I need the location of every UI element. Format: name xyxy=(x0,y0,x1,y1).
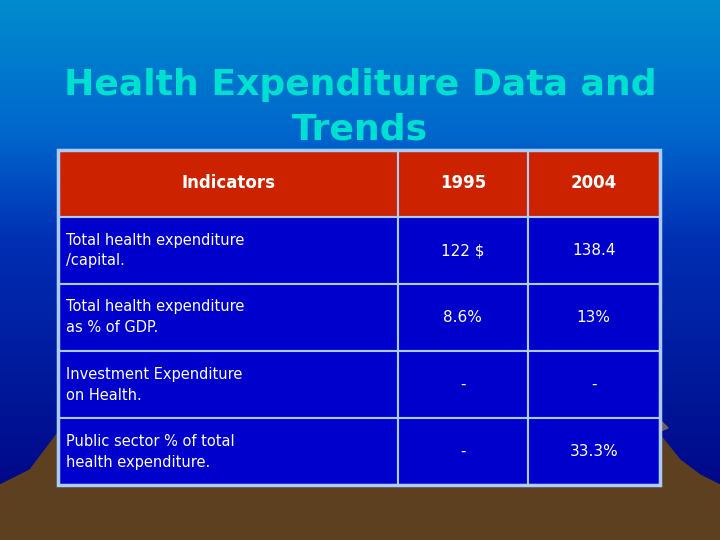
Bar xyxy=(58,351,398,418)
Text: Total health expenditure
as % of GDP.: Total health expenditure as % of GDP. xyxy=(66,300,244,335)
Bar xyxy=(528,150,660,217)
Text: Public sector % of total
health expenditure.: Public sector % of total health expendit… xyxy=(66,434,235,469)
Polygon shape xyxy=(120,378,140,392)
Bar xyxy=(398,351,528,418)
Text: -: - xyxy=(591,377,597,392)
Polygon shape xyxy=(520,362,542,378)
Bar xyxy=(0,485,720,540)
Bar xyxy=(398,217,528,284)
Polygon shape xyxy=(220,365,240,382)
Text: 13%: 13% xyxy=(577,310,611,325)
Text: 138.4: 138.4 xyxy=(572,243,616,258)
Text: 2004: 2004 xyxy=(571,174,617,192)
Bar xyxy=(58,150,660,485)
Text: Health Expenditure Data and: Health Expenditure Data and xyxy=(63,68,657,102)
Bar xyxy=(528,351,660,418)
Text: Indicators: Indicators xyxy=(181,174,275,192)
Polygon shape xyxy=(0,370,720,540)
Text: Trends: Trends xyxy=(292,113,428,147)
Text: 8.6%: 8.6% xyxy=(444,310,482,325)
Polygon shape xyxy=(650,420,668,432)
Bar xyxy=(528,418,660,485)
Bar xyxy=(58,217,398,284)
Bar xyxy=(58,150,398,217)
Text: -: - xyxy=(460,444,466,459)
Text: Total health expenditure
/capital.: Total health expenditure /capital. xyxy=(66,233,244,268)
Bar xyxy=(528,284,660,351)
Bar xyxy=(528,217,660,284)
Bar xyxy=(398,418,528,485)
Bar xyxy=(0,502,720,540)
Text: 33.3%: 33.3% xyxy=(570,444,618,459)
Text: 1995: 1995 xyxy=(440,174,486,192)
Text: Investment Expenditure
on Health.: Investment Expenditure on Health. xyxy=(66,367,243,402)
Bar xyxy=(398,284,528,351)
Text: 122 $: 122 $ xyxy=(441,243,485,258)
Bar xyxy=(58,284,398,351)
Bar xyxy=(58,418,398,485)
Bar xyxy=(398,150,528,217)
Text: -: - xyxy=(460,377,466,392)
